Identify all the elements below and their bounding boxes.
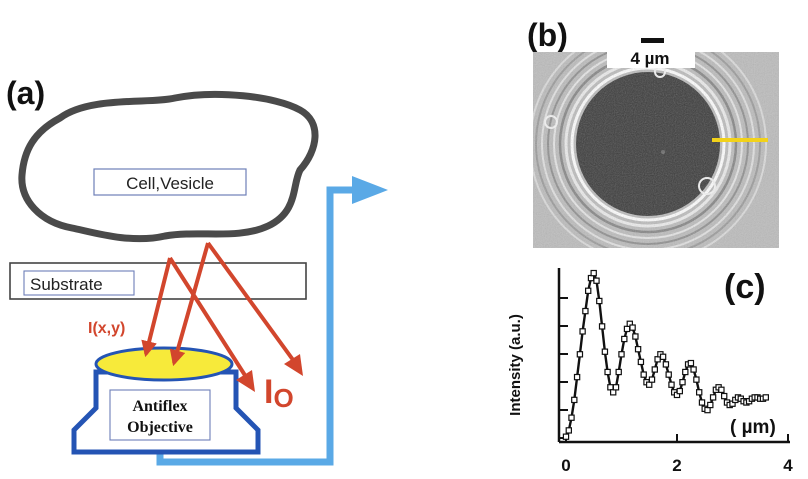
data-point xyxy=(582,307,589,315)
objective-lens xyxy=(94,346,234,382)
light-path-arrowhead xyxy=(352,176,388,204)
data-point xyxy=(668,381,675,388)
data-point xyxy=(720,392,728,400)
data-point xyxy=(584,287,592,295)
panel-a: (a) Cell,Vesicle Substrate Antiflex Obje… xyxy=(6,75,388,466)
data-point xyxy=(704,406,711,414)
data-point xyxy=(662,361,670,368)
x-tick-label: 0 xyxy=(561,456,570,475)
data-point xyxy=(590,269,597,277)
data-point xyxy=(615,368,622,376)
incident-ray-1 xyxy=(168,256,250,382)
panel-c-label: (c) xyxy=(724,268,766,306)
data-point xyxy=(665,371,672,378)
data-point xyxy=(629,324,636,331)
data-point xyxy=(604,368,611,376)
image-grain xyxy=(533,52,779,248)
data-point xyxy=(709,394,717,401)
data-point xyxy=(645,381,653,388)
plot-area xyxy=(562,269,770,440)
incident-arrowhead-1 xyxy=(236,370,255,392)
data-point xyxy=(762,394,770,401)
data-point xyxy=(718,386,725,394)
data-point xyxy=(571,396,578,404)
data-point xyxy=(565,427,573,434)
data-point xyxy=(612,384,620,391)
objective-label-box xyxy=(109,389,211,441)
data-point xyxy=(640,371,647,378)
data-point xyxy=(568,414,575,421)
cell-label-box xyxy=(93,168,247,196)
cell-label: Cell,Vesicle xyxy=(126,174,214,193)
data-point xyxy=(579,328,586,335)
x-tick-label: 2 xyxy=(672,456,681,475)
panel-b: (b) 4 µm xyxy=(527,17,779,248)
data-point xyxy=(598,323,606,330)
light-path-line xyxy=(156,186,355,466)
x-unit-label: ( µm) xyxy=(730,417,776,438)
data-point xyxy=(693,376,700,383)
scale-bar xyxy=(641,38,664,43)
data-point xyxy=(651,366,659,373)
data-point xyxy=(659,353,667,361)
data-point xyxy=(618,351,625,358)
data-point xyxy=(621,335,628,343)
data-point xyxy=(596,297,603,305)
reflected-ray-1 xyxy=(141,257,172,358)
data-point xyxy=(634,346,642,353)
data-point xyxy=(707,401,714,409)
panel-c: (c) Intensity (a.u.) 0 2 4 ( µm) xyxy=(507,268,793,475)
scale-bar-label: 4 µm xyxy=(630,49,669,68)
data-point xyxy=(623,325,631,333)
y-axis-ticks xyxy=(559,297,568,439)
incident-ray-2 xyxy=(206,241,298,366)
data-point xyxy=(601,348,609,355)
microscope-image xyxy=(533,52,779,248)
objective-label-line2: Objective xyxy=(127,419,193,436)
reflected-intensity-label: I(x,y) xyxy=(88,320,125,337)
data-point xyxy=(679,379,686,386)
data-point xyxy=(648,376,656,383)
data-point xyxy=(576,351,584,358)
data-point xyxy=(695,389,703,396)
substrate-label: Substrate xyxy=(30,275,103,294)
panel-b-label: (b) xyxy=(527,17,568,53)
data-point xyxy=(593,277,600,284)
data-point xyxy=(573,373,581,381)
incident-intensity-label: IO xyxy=(264,373,294,413)
data-point xyxy=(687,359,695,367)
data-point xyxy=(632,333,639,340)
data-point xyxy=(637,358,645,366)
y-axis-label: Intensity (a.u.) xyxy=(507,314,524,416)
panel-a-label: (a) xyxy=(6,75,45,111)
data-point xyxy=(676,387,684,395)
data-point xyxy=(682,368,689,376)
data-point xyxy=(690,366,697,373)
data-point xyxy=(698,399,706,406)
objective-label-line1: Antiflex xyxy=(132,398,187,415)
x-axis-ticks: 0 2 4 xyxy=(561,434,793,475)
data-point xyxy=(562,433,570,440)
x-tick-label: 4 xyxy=(783,456,793,475)
incident-arrowhead-2 xyxy=(284,354,303,376)
substrate-label-box xyxy=(23,270,135,296)
cell-outline xyxy=(18,90,319,243)
reflected-ray-2 xyxy=(169,242,210,367)
